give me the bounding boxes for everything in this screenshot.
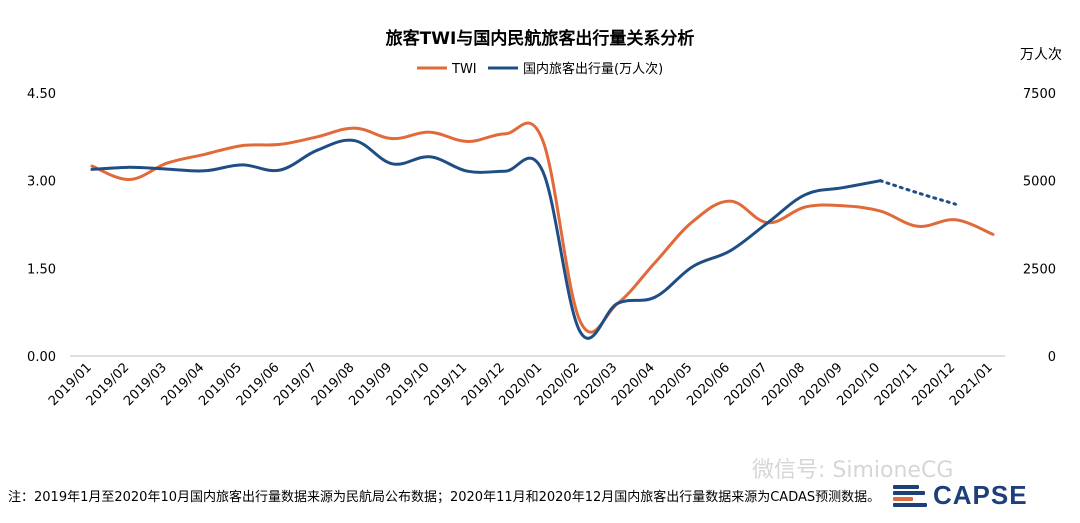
- legend-label-passengers: 国内旅客出行量(万人次): [523, 61, 663, 77]
- right-axis-tick-label: 7500: [1023, 87, 1056, 102]
- left-axis-tick-label: 3.00: [27, 175, 56, 190]
- series-line-1-forecast: [878, 179, 957, 206]
- series-line-1: [90, 138, 882, 340]
- right-axis-tick-label: 5000: [1023, 175, 1056, 190]
- logo-text: CAPSE: [933, 480, 1028, 510]
- left-axis-tick-label: 4.50: [27, 87, 56, 102]
- chart-title: 旅客TWI与国内民航旅客出行量关系分析: [386, 28, 695, 49]
- legend-label-twi: TWI: [451, 62, 477, 77]
- footnote: 注：2019年1月至2020年10月国内旅客出行量数据来源为民航局公布数据；20…: [8, 490, 881, 505]
- right-axis-tick-label: 2500: [1023, 262, 1056, 277]
- x-axis: 2019/012019/022019/032019/042019/052019/…: [46, 360, 996, 409]
- series-line-0: [90, 121, 995, 334]
- right-axis-unit: 万人次: [1020, 47, 1062, 63]
- right-axis: 0 2500 5000 7500: [1023, 87, 1056, 365]
- capse-logo: CAPSE: [893, 480, 1028, 511]
- watermark: 微信号: SimioneCG: [752, 458, 954, 483]
- left-axis-tick-label: 1.50: [27, 262, 56, 277]
- series-layer: [90, 121, 995, 340]
- right-axis-tick-label: 0: [1048, 350, 1056, 365]
- logo-mark: [893, 484, 929, 507]
- left-axis: 0.00 1.50 3.00 4.50: [27, 87, 56, 365]
- legend: TWI 国内旅客出行量(万人次): [417, 61, 663, 77]
- left-axis-tick-label: 0.00: [27, 350, 56, 365]
